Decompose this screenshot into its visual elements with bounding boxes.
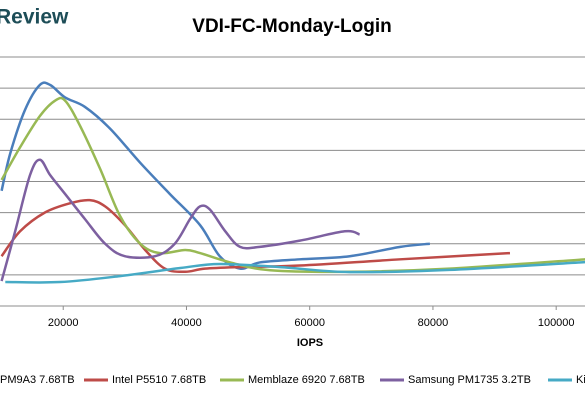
logo: Review <box>0 6 69 29</box>
series-line <box>0 198 511 274</box>
x-tick-label: 40000 <box>171 317 202 329</box>
x-tick-label: 60000 <box>294 317 325 329</box>
x-axis-label: IOPS <box>297 337 323 349</box>
legend-label: PM9A3 7.68TB <box>0 374 75 386</box>
series-line <box>0 96 585 274</box>
series-line <box>0 81 430 270</box>
series-line <box>0 158 361 282</box>
x-tick-label: 80000 <box>418 317 449 329</box>
x-tick-label: 20000 <box>48 317 79 329</box>
chart-title: VDI-FC-Monday-Login <box>192 16 391 37</box>
legend-label: Intel P5510 7.68TB <box>112 374 206 386</box>
x-tick-label: 100000 <box>538 317 575 329</box>
legend-label: Ki <box>576 374 585 386</box>
legend-label: Samsung PM1735 3.2TB <box>408 374 531 386</box>
legend-label: Memblaze 6920 7.68TB <box>248 374 365 386</box>
series-line <box>5 260 585 284</box>
